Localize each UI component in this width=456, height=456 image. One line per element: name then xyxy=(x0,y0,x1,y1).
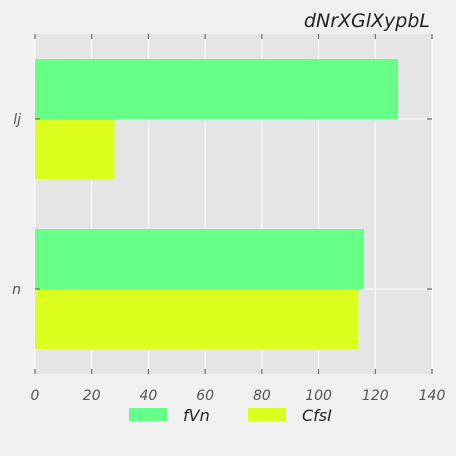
x-tick-label: 40 xyxy=(140,388,158,404)
x-tick-label: 140 xyxy=(419,388,446,404)
bar xyxy=(35,59,398,119)
bar xyxy=(35,119,115,179)
x-tick-label: 120 xyxy=(362,388,389,404)
legend-swatch xyxy=(129,408,167,421)
legend: fVn CfsI xyxy=(129,406,332,425)
bars xyxy=(35,59,398,349)
x-tick-label: 60 xyxy=(196,388,214,404)
bar xyxy=(35,229,364,289)
axis-ticks: 0 20 40 60 80 100 120 140 lj n xyxy=(12,34,445,404)
legend-label: CfsI xyxy=(302,406,332,425)
x-tick-label: 0 xyxy=(31,388,40,404)
bar xyxy=(35,289,359,349)
legend-swatch xyxy=(248,408,286,421)
x-tick-label: 80 xyxy=(253,388,271,404)
y-tick-label: n xyxy=(12,282,21,298)
y-tick-label: lj xyxy=(13,112,21,128)
chart-title: dNrXGlXypbL xyxy=(304,10,430,32)
x-tick-label: 20 xyxy=(83,388,101,404)
legend-label: fVn xyxy=(183,406,210,425)
x-tick-label: 100 xyxy=(305,388,332,404)
